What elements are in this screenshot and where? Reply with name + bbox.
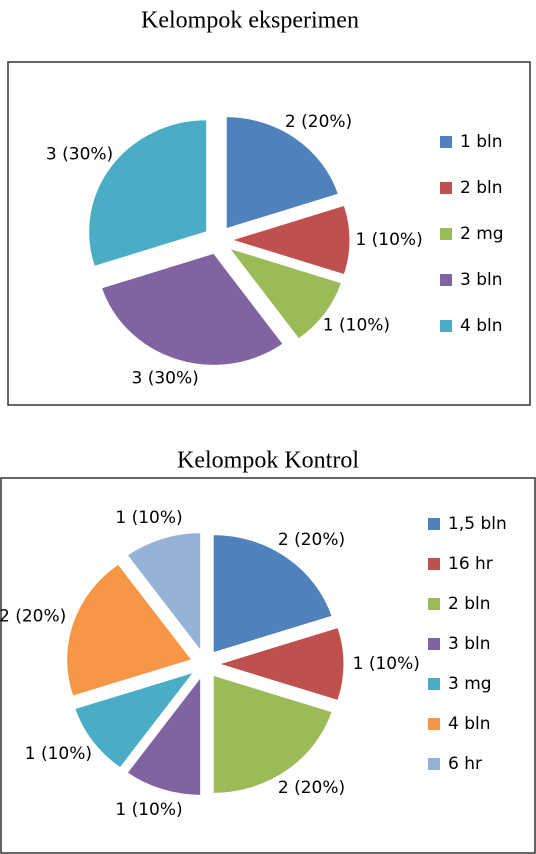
chart-title: Kelompok eksperimen <box>141 8 359 34</box>
legend-label: 2 bln <box>448 594 491 614</box>
legend-swatch <box>440 228 452 240</box>
data-label: 2 (20%) <box>278 530 345 550</box>
pie-slice <box>126 675 202 796</box>
legend-swatch <box>428 678 440 690</box>
legend-label: 3 mg <box>448 674 492 694</box>
legend-label: 2 bln <box>460 178 503 198</box>
data-label: 1 (10%) <box>353 654 420 674</box>
data-label: 1 (10%) <box>25 744 92 764</box>
pie-slice <box>225 116 340 230</box>
legend-label: 4 bln <box>460 316 503 336</box>
legend-label: 1 bln <box>460 132 503 152</box>
pie-slice <box>227 247 343 340</box>
pie-slice <box>66 563 193 697</box>
legend-label: 3 bln <box>460 270 503 290</box>
legend-label: 3 bln <box>448 634 491 654</box>
legend-swatch <box>428 518 440 530</box>
chart-frame <box>7 61 531 406</box>
legend-swatch <box>440 136 452 148</box>
data-label: 3 (30%) <box>46 144 113 164</box>
data-label: 2 (20%) <box>0 607 66 627</box>
legend-swatch <box>440 274 452 286</box>
chart-title: Kelompok Kontrol <box>177 448 359 474</box>
pie-slice <box>100 252 284 366</box>
legend-swatch <box>440 320 452 332</box>
pie-slice <box>217 626 345 702</box>
data-label: 2 (20%) <box>278 778 345 798</box>
legend-swatch <box>440 182 452 194</box>
data-label: 1 (10%) <box>355 230 422 250</box>
pie-slice <box>126 532 202 653</box>
chart-frame <box>0 477 536 854</box>
legend-swatch <box>428 638 440 650</box>
legend-label: 16 hr <box>448 554 493 574</box>
legend-label: 1,5 bln <box>448 514 507 534</box>
legend-swatch <box>428 558 440 570</box>
pie-slice <box>212 534 333 654</box>
pie-slice <box>74 671 196 769</box>
data-label: 1 (10%) <box>115 508 182 528</box>
legend-swatch <box>428 758 440 770</box>
legend-swatch <box>428 718 440 730</box>
legend-label: 2 mg <box>460 224 504 244</box>
data-label: 1 (10%) <box>323 316 390 336</box>
legend-swatch <box>428 598 440 610</box>
legend-label: 4 bln <box>448 714 491 734</box>
data-label: 3 (30%) <box>131 368 198 388</box>
pie-slice <box>88 119 208 268</box>
pie-slice <box>212 674 333 794</box>
legend-label: 6 hr <box>448 754 482 774</box>
pie-slice <box>230 204 351 276</box>
data-label: 2 (20%) <box>285 112 352 132</box>
data-label: 1 (10%) <box>115 800 182 820</box>
